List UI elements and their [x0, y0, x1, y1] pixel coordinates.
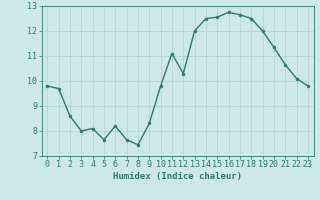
X-axis label: Humidex (Indice chaleur): Humidex (Indice chaleur): [113, 172, 242, 181]
